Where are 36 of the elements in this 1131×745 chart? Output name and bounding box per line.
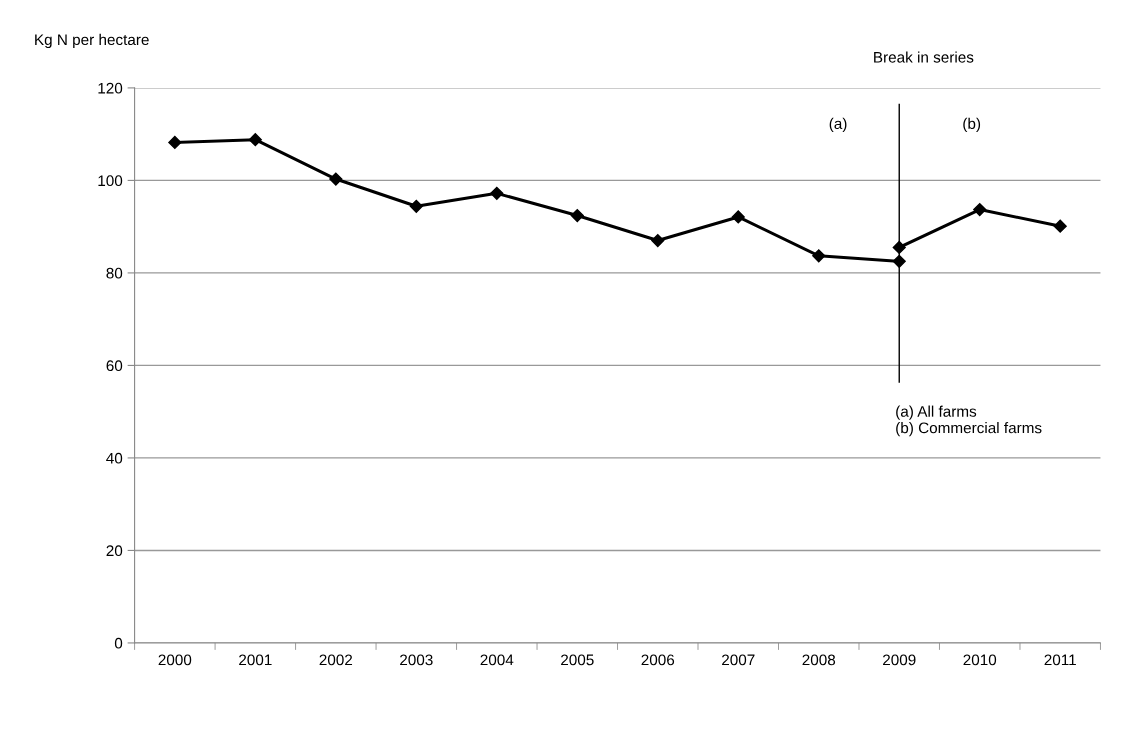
x-tick-label: 2003 (400, 654, 433, 666)
point (973, 202, 987, 217)
annotation: (a) (829, 117, 847, 133)
y-tick-label: 120 (98, 82, 123, 94)
x-tick-label: 2007 (722, 654, 755, 666)
x-tick-label: 2005 (561, 654, 594, 666)
y-tick-label: 0 (114, 637, 123, 649)
y-axis-title: Kg N per hectare (35, 33, 149, 49)
x-tick-label: 2001 (239, 654, 272, 666)
y-tick-label: 40 (106, 452, 123, 464)
annotation: (a) All farms (b) Commercial farms (896, 405, 1042, 437)
point (168, 135, 182, 150)
point (1053, 219, 1067, 233)
point (570, 208, 584, 223)
x-tick-label: 2011 (1044, 654, 1076, 666)
x-tick-label: 2004 (480, 654, 514, 666)
x-tick-label: 2010 (963, 654, 997, 666)
point (329, 172, 343, 186)
annotation: (b) (963, 117, 981, 133)
x-tick-label: 2000 (158, 654, 192, 666)
point (812, 249, 826, 263)
y-tick-label: 100 (98, 175, 123, 187)
ref-line-label: Break in series (874, 51, 974, 63)
x-tick-label: 2002 (319, 654, 353, 666)
point (731, 210, 745, 224)
y-tick-label: 20 (106, 545, 123, 557)
x-tick-label: 2008 (802, 654, 836, 666)
y-tick-label: 60 (106, 360, 123, 372)
point (892, 240, 906, 255)
x-tick-label: 2009 (883, 654, 916, 666)
point (248, 133, 262, 147)
point (651, 233, 665, 248)
x-tick-label: 2006 (641, 654, 675, 666)
point (490, 186, 504, 200)
point (409, 199, 423, 213)
y-tick-label: 80 (106, 267, 123, 279)
